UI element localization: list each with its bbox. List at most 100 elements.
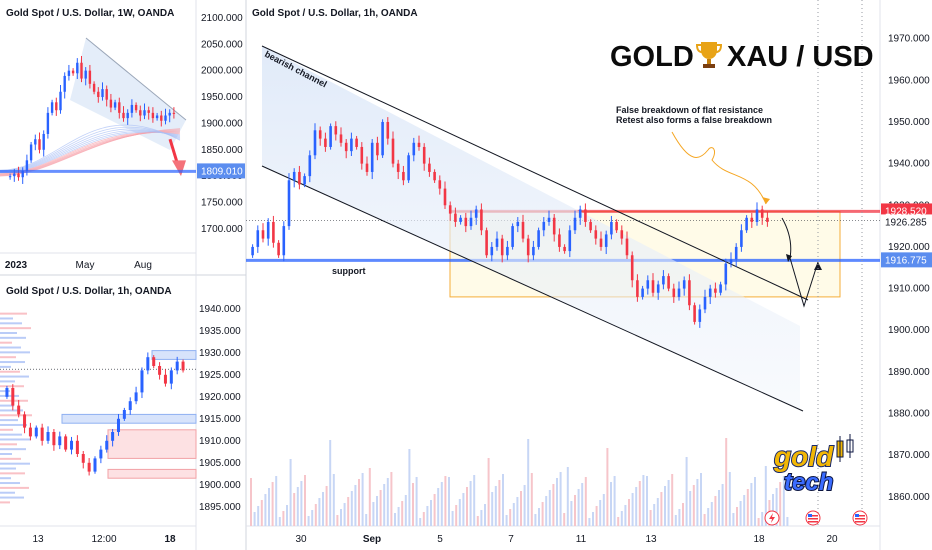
main-candle — [620, 230, 624, 239]
channel-upper-line — [261, 45, 809, 301]
volume-profile-bar — [0, 380, 15, 383]
main-candle — [381, 121, 384, 156]
main-candle — [563, 246, 566, 252]
volume-bar — [340, 509, 342, 526]
hourly-small-y-tick: 1935.000 — [199, 326, 241, 337]
volume-profile-bar — [0, 312, 27, 315]
volume-profile-bar — [0, 496, 24, 499]
main-candle — [610, 221, 613, 235]
weekly-ribbon — [0, 129, 181, 173]
weekly-candle — [97, 91, 100, 98]
weekly-candle — [67, 70, 71, 76]
weekly-ribbon — [0, 124, 181, 171]
hourly-small-candle — [23, 414, 27, 428]
main-candle — [532, 246, 535, 256]
hourly-small-title: Gold Spot / U.S. Dollar, 1h, OANDA — [6, 286, 172, 297]
hourly-small-candle — [58, 436, 62, 446]
main-candle — [298, 171, 301, 185]
volume-bar — [361, 473, 364, 526]
bearish-channel-fill — [262, 46, 800, 410]
main-y-tick: 1870.000 — [888, 450, 930, 461]
main-candle — [589, 221, 592, 231]
hourly-small-candle — [34, 427, 38, 437]
volume-profile-bar — [0, 491, 15, 494]
volume-profile-bar — [0, 332, 17, 334]
main-candle — [318, 130, 322, 139]
annotation-line-1: False breakdown of flat resistance — [616, 105, 763, 115]
main-x-tick: 30 — [295, 534, 307, 545]
volume-bar — [674, 515, 677, 526]
weekly-candle — [164, 115, 167, 121]
goldtech-logo: gold tech — [772, 434, 854, 497]
hourly-small-candle — [105, 440, 109, 450]
main-candle — [719, 284, 722, 293]
volume-bar — [566, 467, 569, 526]
weekly-arrowhead — [172, 160, 186, 177]
volume-profile-bar — [0, 404, 14, 407]
main-candle — [641, 288, 644, 297]
volume-bar — [473, 475, 476, 526]
volume-bar — [451, 511, 454, 526]
main-candle — [578, 209, 582, 218]
volume-bar — [689, 491, 692, 526]
main-y-tick: 1860.000 — [888, 492, 930, 503]
volume-bar — [401, 501, 404, 526]
main-candle — [480, 209, 483, 231]
main-candle — [724, 263, 728, 285]
weekly-y-tick: 1850.000 — [201, 145, 243, 156]
hourly-small-candle — [81, 454, 85, 463]
volume-bar — [476, 516, 479, 526]
weekly-y-tick: 1700.000 — [201, 224, 243, 235]
volume-bar — [322, 492, 324, 526]
weekly-y-tick: 2000.000 — [201, 66, 243, 77]
volume-profile-bar — [0, 390, 10, 393]
main-candle — [402, 171, 405, 181]
weekly-candle — [17, 173, 20, 178]
main-candle — [417, 142, 421, 147]
volume-bar — [300, 481, 303, 526]
volume-bar — [599, 500, 602, 526]
weekly-candle — [168, 112, 171, 116]
weekly-candle — [42, 133, 45, 150]
weekly-candle — [25, 160, 29, 171]
main-candle — [396, 163, 400, 172]
volume-bar — [462, 493, 465, 526]
main-candle — [584, 209, 587, 222]
weekly-candle — [92, 83, 96, 92]
volume-profile-bar — [0, 317, 13, 320]
volume-profile-bar — [0, 419, 18, 422]
main-x-tick: 7 — [508, 534, 514, 545]
weekly-support-label-bg — [197, 163, 245, 179]
main-candle — [412, 142, 416, 156]
volume-profile-bar — [0, 467, 16, 470]
main-candle — [662, 276, 665, 285]
volume-bar — [764, 466, 767, 526]
hourly-small-y-tick: 1930.000 — [199, 348, 241, 359]
volume-profile-bar — [0, 453, 12, 455]
main-candle — [391, 138, 395, 164]
weekly-candle — [38, 139, 41, 150]
volume-profile-bar — [0, 327, 31, 330]
main-candle — [448, 205, 452, 214]
headline-gold: GOLD — [610, 41, 694, 73]
hourly-small-y-tick: 1900.000 — [199, 480, 241, 491]
weekly-candle — [109, 99, 113, 108]
volume-bar — [750, 483, 753, 526]
volume-profile-bar — [0, 385, 24, 388]
main-candle — [360, 146, 364, 164]
volume-bar — [480, 510, 483, 526]
hourly-small-zone-supply — [107, 468, 197, 479]
volume-bar — [782, 476, 785, 526]
main-x-tick: 11 — [576, 534, 587, 545]
main-candle — [604, 234, 608, 247]
weekly-ribbon — [0, 131, 181, 173]
volume-bar — [512, 503, 515, 526]
volume-profile-bar — [0, 409, 23, 412]
main-candle — [521, 221, 525, 239]
hourly-small-candle — [175, 361, 179, 371]
annotation-curve — [671, 131, 767, 205]
main-candle — [552, 217, 556, 235]
main-candle — [350, 138, 353, 152]
channel-lower-line — [261, 165, 804, 412]
volume-bar — [448, 477, 450, 526]
